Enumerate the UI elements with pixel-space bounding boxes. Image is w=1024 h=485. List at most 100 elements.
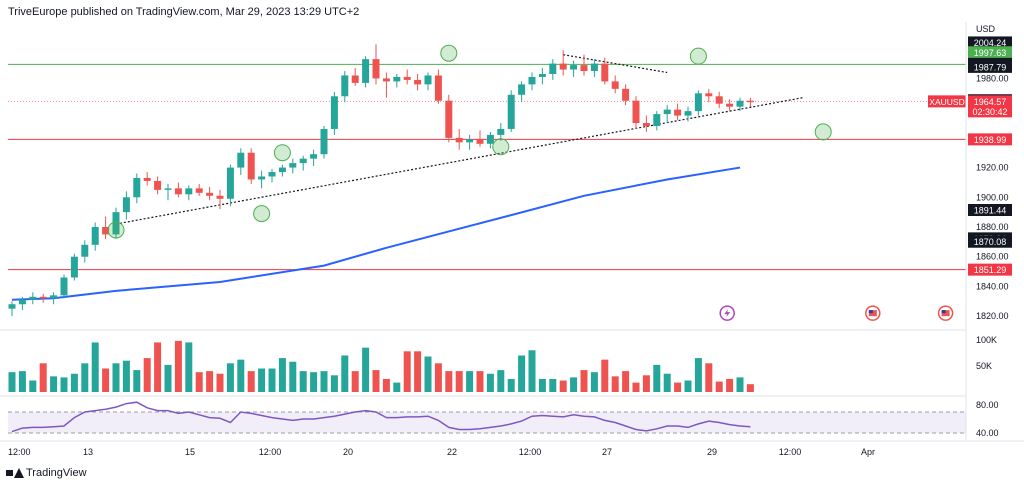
lightning-event-icon [719, 305, 735, 321]
volume-bar [50, 376, 58, 392]
volume-bar [112, 363, 120, 392]
volume-bar [372, 370, 380, 392]
flag-icon-canton [868, 310, 873, 314]
candle-body [29, 296, 37, 300]
volume-bar [8, 372, 16, 392]
volume-bar [528, 350, 536, 392]
volume-bar [715, 381, 723, 392]
volume-bar [580, 370, 588, 392]
current-price-label: 1964.57 [974, 97, 1007, 107]
candle-body [216, 195, 224, 199]
volume-bar [414, 351, 422, 392]
candle-body [8, 304, 16, 309]
price-tick-label: 1860.00 [976, 252, 1009, 262]
time-axis[interactable]: 12:00 13 15 12:00 20 22 12:00 27 29 12:00 Apr [0, 440, 1024, 457]
price-axis[interactable]: USD 1820.00 1840.00 1860.00 1880.00 1900.00 19… [928, 24, 1012, 438]
candle-body [684, 111, 692, 116]
candle-body [372, 59, 380, 79]
marker-circle [440, 44, 458, 62]
marker-circles [107, 44, 832, 239]
candle-body [247, 152, 255, 180]
symbol-tag-bg [928, 95, 966, 108]
volume-bar [445, 371, 453, 392]
candle-body [102, 226, 110, 235]
event-icons[interactable] [719, 305, 954, 321]
price-tick-label: 1900.00 [976, 192, 1009, 202]
candle-body [570, 65, 578, 70]
time-tick-label: 12:00 [779, 447, 802, 457]
time-tick-label: 27 [602, 447, 612, 457]
time-tick-label: 12:00 [259, 447, 282, 457]
candle-body [622, 88, 630, 101]
volume-bar [185, 342, 193, 392]
candle-body [226, 167, 234, 199]
candle-body [736, 100, 744, 107]
marker-circle [107, 221, 125, 239]
candle-body [486, 134, 494, 144]
countdown-label: 02:30:42 [972, 107, 1007, 117]
volume-bar [736, 377, 744, 392]
volume-bar [674, 382, 682, 392]
price-tag-bg [968, 263, 1012, 276]
volume-bar [684, 380, 692, 392]
candle-body [674, 109, 682, 116]
candle-body [174, 188, 182, 195]
volume-bar [122, 360, 130, 392]
candle-body [382, 78, 390, 82]
candle-body [289, 163, 297, 168]
volume-bar [341, 355, 349, 392]
candle-body [70, 256, 78, 278]
price-tag-bg [968, 203, 1012, 216]
time-tick-label: 13 [83, 447, 93, 457]
volume-bar [382, 378, 390, 392]
candle-body [424, 75, 432, 85]
candle-body [143, 177, 151, 181]
volume-bar [91, 342, 99, 392]
volume-bar [154, 342, 162, 392]
candle-body [746, 100, 754, 103]
volume-bar [642, 375, 650, 392]
volume-bar [258, 368, 266, 392]
candle-body [60, 277, 68, 296]
candle-body [206, 192, 214, 196]
candle-body [601, 63, 609, 82]
volume-bar [278, 358, 286, 392]
rsi-tick-label: 40.00 [976, 428, 999, 438]
volume-bar [289, 361, 297, 392]
price-tick-label: 1880.00 [976, 222, 1009, 232]
volume-bar [362, 347, 370, 392]
chart-header: TriveEurope published on TradingView.com… [8, 6, 360, 18]
candle-body [18, 299, 26, 305]
volume-bar [455, 371, 463, 392]
candle-body [694, 93, 702, 112]
volume-bar [216, 373, 224, 392]
rsi-pane [8, 401, 966, 434]
tradingview-footer: TradingView [6, 465, 87, 481]
volume-bar [434, 363, 442, 392]
candle-body [330, 96, 338, 129]
candle-body [393, 76, 401, 82]
candle-body [455, 137, 463, 143]
volume-bar [570, 377, 578, 392]
volume-bar [237, 359, 245, 392]
currency-label: USD [976, 24, 996, 34]
us-flag-event-icon [865, 305, 881, 321]
candle-body [726, 103, 734, 107]
volume-bar [29, 380, 37, 392]
ma-line [11, 166, 741, 301]
candle-body [341, 75, 349, 97]
flag-icon-canton [941, 310, 946, 314]
volume-bar [538, 378, 546, 392]
time-tick-label: 12:00 [8, 447, 31, 457]
tradingview-logo-icon [6, 468, 24, 478]
volume-bar [632, 382, 640, 392]
volume-bar [143, 358, 151, 392]
price-tick-label: 1820.00 [976, 311, 1009, 321]
volume-bar [174, 340, 182, 392]
volume-bar [226, 363, 234, 392]
candle-body [81, 244, 89, 257]
candle-body [549, 63, 557, 74]
volume-bar [247, 371, 255, 392]
price-tag-bg [968, 36, 1012, 49]
